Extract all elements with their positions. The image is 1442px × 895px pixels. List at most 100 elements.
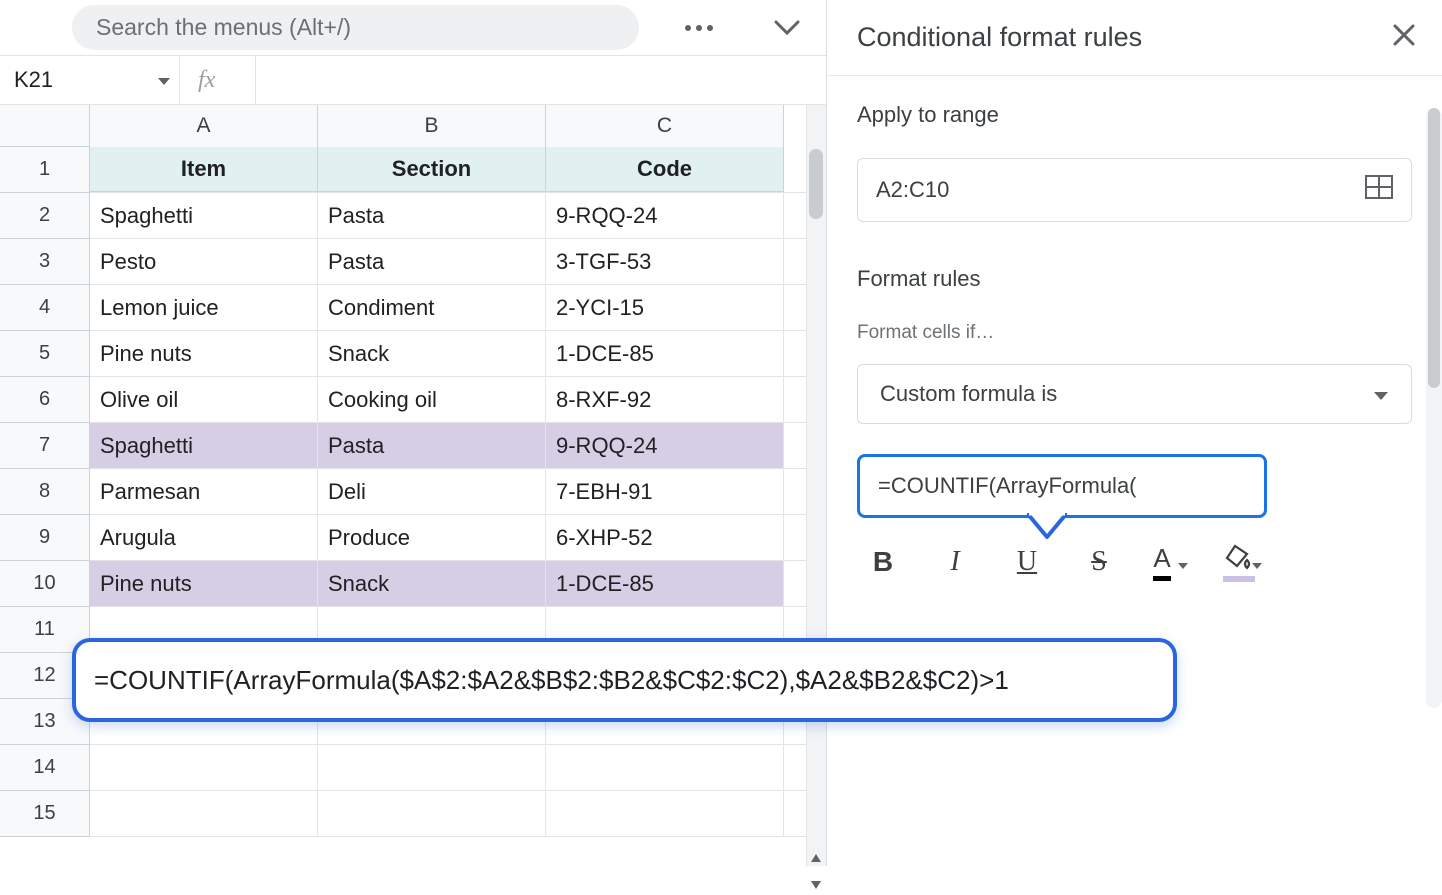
col-header-C[interactable]: C bbox=[546, 105, 784, 147]
vertical-scrollbar[interactable] bbox=[806, 105, 826, 866]
select-all-corner[interactable] bbox=[0, 105, 90, 147]
cell[interactable]: Olive oil bbox=[90, 377, 318, 422]
cell[interactable]: Pine nuts bbox=[90, 331, 318, 376]
panel-title: Conditional format rules bbox=[857, 22, 1392, 53]
scroll-thumb[interactable] bbox=[1428, 108, 1440, 388]
italic-button[interactable]: I bbox=[935, 542, 975, 582]
cell[interactable] bbox=[318, 745, 546, 790]
cell[interactable]: Pine nuts bbox=[90, 561, 318, 606]
cell[interactable]: 1-DCE-85 bbox=[546, 331, 784, 376]
col-header-B[interactable]: B bbox=[318, 105, 546, 147]
range-value: A2:C10 bbox=[876, 177, 949, 203]
table-row: 5Pine nutsSnack1-DCE-85 bbox=[0, 331, 826, 377]
cell[interactable] bbox=[546, 745, 784, 790]
cell[interactable]: 6-XHP-52 bbox=[546, 515, 784, 560]
name-box[interactable]: K21 bbox=[0, 56, 180, 104]
row-header[interactable]: 14 bbox=[0, 745, 90, 791]
range-input[interactable]: A2:C10 bbox=[857, 158, 1412, 222]
cell[interactable] bbox=[90, 791, 318, 836]
underline-button[interactable]: U bbox=[1007, 542, 1047, 582]
row-header[interactable]: 1 bbox=[0, 147, 90, 193]
more-icon[interactable] bbox=[684, 23, 714, 33]
cell[interactable]: Pasta bbox=[318, 239, 546, 284]
table-row: 7SpaghettiPasta9-RQQ-24 bbox=[0, 423, 826, 469]
row-header[interactable]: 5 bbox=[0, 331, 90, 377]
cell[interactable]: 9-RQQ-24 bbox=[546, 423, 784, 468]
cell[interactable]: Pesto bbox=[90, 239, 318, 284]
callout-formula-text: =COUNTIF(ArrayFormula($A$2:$A2&$B$2:$B2&… bbox=[94, 665, 1009, 696]
table-row: 2SpaghettiPasta9-RQQ-24 bbox=[0, 193, 826, 239]
row-header[interactable]: 8 bbox=[0, 469, 90, 515]
conditional-format-panel: Conditional format rules Apply to range … bbox=[826, 0, 1442, 866]
scroll-up-icon[interactable] bbox=[809, 848, 823, 868]
rows-container: 1ItemSectionCode2SpaghettiPasta9-RQQ-243… bbox=[0, 147, 826, 837]
scroll-down-icon[interactable] bbox=[809, 875, 823, 895]
row-header[interactable]: 4 bbox=[0, 285, 90, 331]
cell[interactable]: Section bbox=[318, 147, 546, 192]
fill-color-icon bbox=[1223, 548, 1245, 576]
toolbar: Search the menus (Alt+/) bbox=[0, 0, 826, 55]
cell[interactable]: Arugula bbox=[90, 515, 318, 560]
formula-bar[interactable] bbox=[256, 56, 826, 104]
cell[interactable]: 8-RXF-92 bbox=[546, 377, 784, 422]
table-row: 15 bbox=[0, 791, 826, 837]
table-row: 3PestoPasta3-TGF-53 bbox=[0, 239, 826, 285]
strikethrough-button[interactable]: S bbox=[1079, 542, 1119, 582]
cell[interactable]: Spaghetti bbox=[90, 193, 318, 238]
cell[interactable]: 3-TGF-53 bbox=[546, 239, 784, 284]
cell[interactable]: Produce bbox=[318, 515, 546, 560]
dropdown-value: Custom formula is bbox=[880, 381, 1057, 407]
cell[interactable]: Snack bbox=[318, 331, 546, 376]
row-header[interactable]: 9 bbox=[0, 515, 90, 561]
panel-scrollbar[interactable] bbox=[1426, 108, 1442, 708]
cell[interactable]: Pasta bbox=[318, 193, 546, 238]
bold-button[interactable]: B bbox=[863, 542, 903, 582]
cell[interactable]: Spaghetti bbox=[90, 423, 318, 468]
cell[interactable]: 2-YCI-15 bbox=[546, 285, 784, 330]
condition-dropdown[interactable]: Custom formula is bbox=[857, 364, 1412, 424]
cell[interactable] bbox=[318, 791, 546, 836]
row-header[interactable]: 6 bbox=[0, 377, 90, 423]
chevron-up-icon[interactable] bbox=[774, 20, 800, 36]
cell[interactable] bbox=[90, 745, 318, 790]
text-color-label: A bbox=[1153, 543, 1170, 581]
table-row: 8ParmesanDeli7-EBH-91 bbox=[0, 469, 826, 515]
grid-select-icon[interactable] bbox=[1365, 175, 1393, 205]
caret-down-icon[interactable] bbox=[157, 67, 171, 93]
scroll-thumb[interactable] bbox=[809, 149, 823, 219]
apply-range-label: Apply to range bbox=[857, 102, 1412, 128]
table-row: 6Olive oilCooking oil8-RXF-92 bbox=[0, 377, 826, 423]
format-toolbar: B I U S A bbox=[857, 526, 1412, 582]
row-header[interactable]: 7 bbox=[0, 423, 90, 469]
cell[interactable]: 7-EBH-91 bbox=[546, 469, 784, 514]
column-headers-row: A B C bbox=[0, 105, 826, 147]
cell[interactable] bbox=[546, 791, 784, 836]
col-header-A[interactable]: A bbox=[90, 105, 318, 147]
namebox-row: K21 fx bbox=[0, 55, 826, 105]
close-icon[interactable] bbox=[1392, 23, 1416, 52]
text-color-button[interactable]: A bbox=[1151, 542, 1191, 582]
cell[interactable]: Deli bbox=[318, 469, 546, 514]
cell[interactable]: Code bbox=[546, 147, 784, 192]
cell[interactable]: 9-RQQ-24 bbox=[546, 193, 784, 238]
cell[interactable]: Snack bbox=[318, 561, 546, 606]
cell[interactable]: Lemon juice bbox=[90, 285, 318, 330]
cell[interactable]: Pasta bbox=[318, 423, 546, 468]
cell[interactable]: Condiment bbox=[318, 285, 546, 330]
cell[interactable]: Cooking oil bbox=[318, 377, 546, 422]
cell[interactable]: 1-DCE-85 bbox=[546, 561, 784, 606]
format-rules-label: Format rules bbox=[857, 266, 1412, 292]
table-row: 10Pine nutsSnack1-DCE-85 bbox=[0, 561, 826, 607]
callout-connector-icon bbox=[1027, 513, 1067, 539]
formula-callout: =COUNTIF(ArrayFormula($A$2:$A2&$B$2:$B2&… bbox=[72, 638, 1177, 722]
row-header[interactable]: 2 bbox=[0, 193, 90, 239]
cell[interactable]: Parmesan bbox=[90, 469, 318, 514]
menu-search[interactable]: Search the menus (Alt+/) bbox=[72, 5, 639, 50]
custom-formula-input[interactable]: =COUNTIF(ArrayFormula( bbox=[857, 454, 1267, 518]
row-header[interactable]: 15 bbox=[0, 791, 90, 837]
cell[interactable]: Item bbox=[90, 147, 318, 192]
grid: A B C 1ItemSectionCode2SpaghettiPasta9-R… bbox=[0, 105, 826, 866]
row-header[interactable]: 3 bbox=[0, 239, 90, 285]
fill-color-button[interactable] bbox=[1223, 542, 1263, 582]
row-header[interactable]: 10 bbox=[0, 561, 90, 607]
